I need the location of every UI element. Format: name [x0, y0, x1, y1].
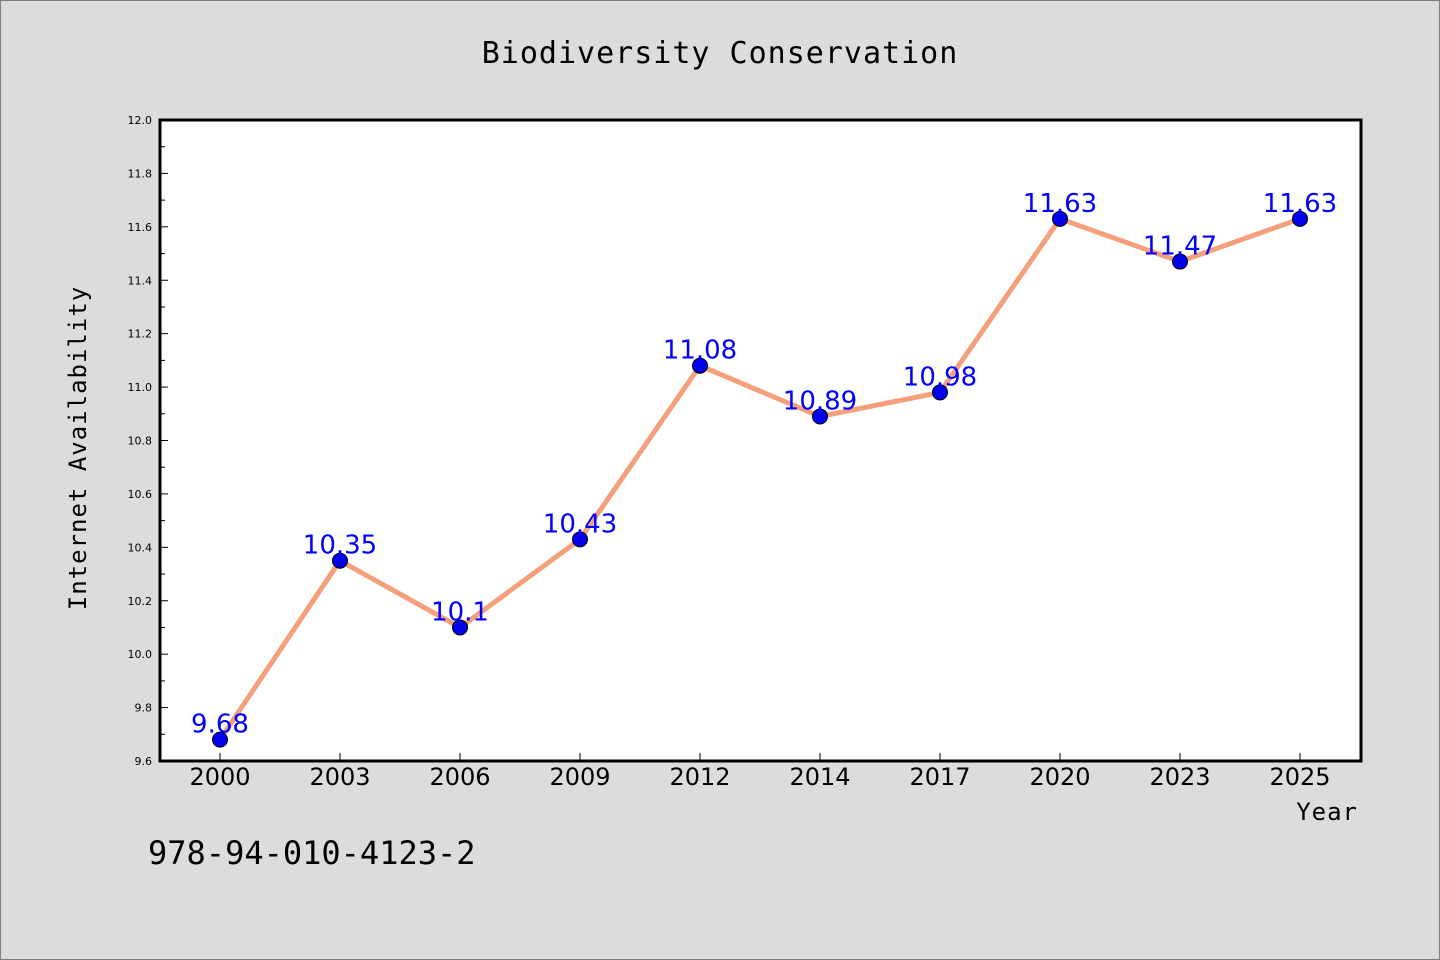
x-axis-label: Year [1296, 798, 1358, 826]
data-label: 9.68 [191, 710, 249, 740]
x-tick-label: 2012 [669, 763, 730, 791]
plot-area [158, 118, 1363, 763]
data-markers [212, 210, 1308, 748]
data-point [212, 731, 228, 748]
y-axis-label: Internet Availability [64, 286, 92, 610]
data-point [812, 408, 828, 425]
x-tick-label: 2023 [1149, 763, 1210, 791]
data-label: 10.89 [783, 386, 857, 416]
x-tick-label: 2006 [429, 763, 490, 791]
y-tick-label: 10.0 [128, 648, 153, 661]
y-tick-label: 9.8 [135, 702, 153, 715]
data-label: 10.35 [303, 531, 377, 561]
data-label: 11.47 [1143, 232, 1217, 262]
y-tick-label: 10.4 [128, 541, 153, 554]
data-point [452, 619, 468, 636]
x-tick-label: 2017 [909, 763, 970, 791]
y-tick-label: 12.0 [128, 114, 153, 127]
data-point [692, 357, 708, 374]
data-label: 10.1 [431, 597, 489, 627]
y-tick-label: 9.6 [135, 755, 153, 768]
data-labels: 9.68 10.35 10.1 10.43 11.08 10.89 10.98 11.63 11… [191, 189, 1337, 740]
footnote: 978-94-010-4123-2 [148, 834, 476, 872]
x-tick-label: 2020 [1029, 763, 1090, 791]
y-tick-label: 11.0 [128, 381, 153, 394]
data-label: 10.98 [903, 362, 977, 392]
x-tick-label: 2009 [549, 763, 610, 791]
data-point [1052, 210, 1068, 227]
data-label: 11.63 [1263, 189, 1337, 219]
y-tick-label: 11.4 [128, 274, 153, 287]
data-point [572, 531, 588, 548]
data-point [932, 384, 948, 401]
data-label: 10.43 [543, 509, 617, 539]
y-tick-label: 11.6 [128, 221, 153, 234]
data-label: 11.63 [1023, 189, 1097, 219]
data-point [1172, 253, 1188, 270]
x-tick-label: 2000 [189, 763, 250, 791]
x-axis: 2000 2003 2006 2009 2012 2014 2017 2020 2023 2025 [189, 753, 1331, 791]
data-point [1292, 210, 1308, 227]
x-tick-label: 2014 [789, 763, 850, 791]
y-tick-label: 11.8 [128, 167, 153, 180]
chart-title: Biodiversity Conservation [482, 36, 959, 71]
y-tick-label: 10.6 [128, 488, 153, 501]
series-line [217, 216, 1303, 743]
x-tick-label: 2025 [1269, 763, 1330, 791]
data-point [332, 552, 348, 569]
y-tick-label: 10.8 [128, 435, 153, 448]
y-axis: 9.6 9.8 10.0 10.2 10.4 10.6 10.8 11.0 11.2 11.4 11… [128, 114, 168, 768]
x-tick-label: 2003 [309, 763, 370, 791]
data-label: 11.08 [663, 336, 737, 366]
y-tick-label: 10.2 [128, 595, 153, 608]
y-tick-label: 11.2 [128, 328, 153, 341]
